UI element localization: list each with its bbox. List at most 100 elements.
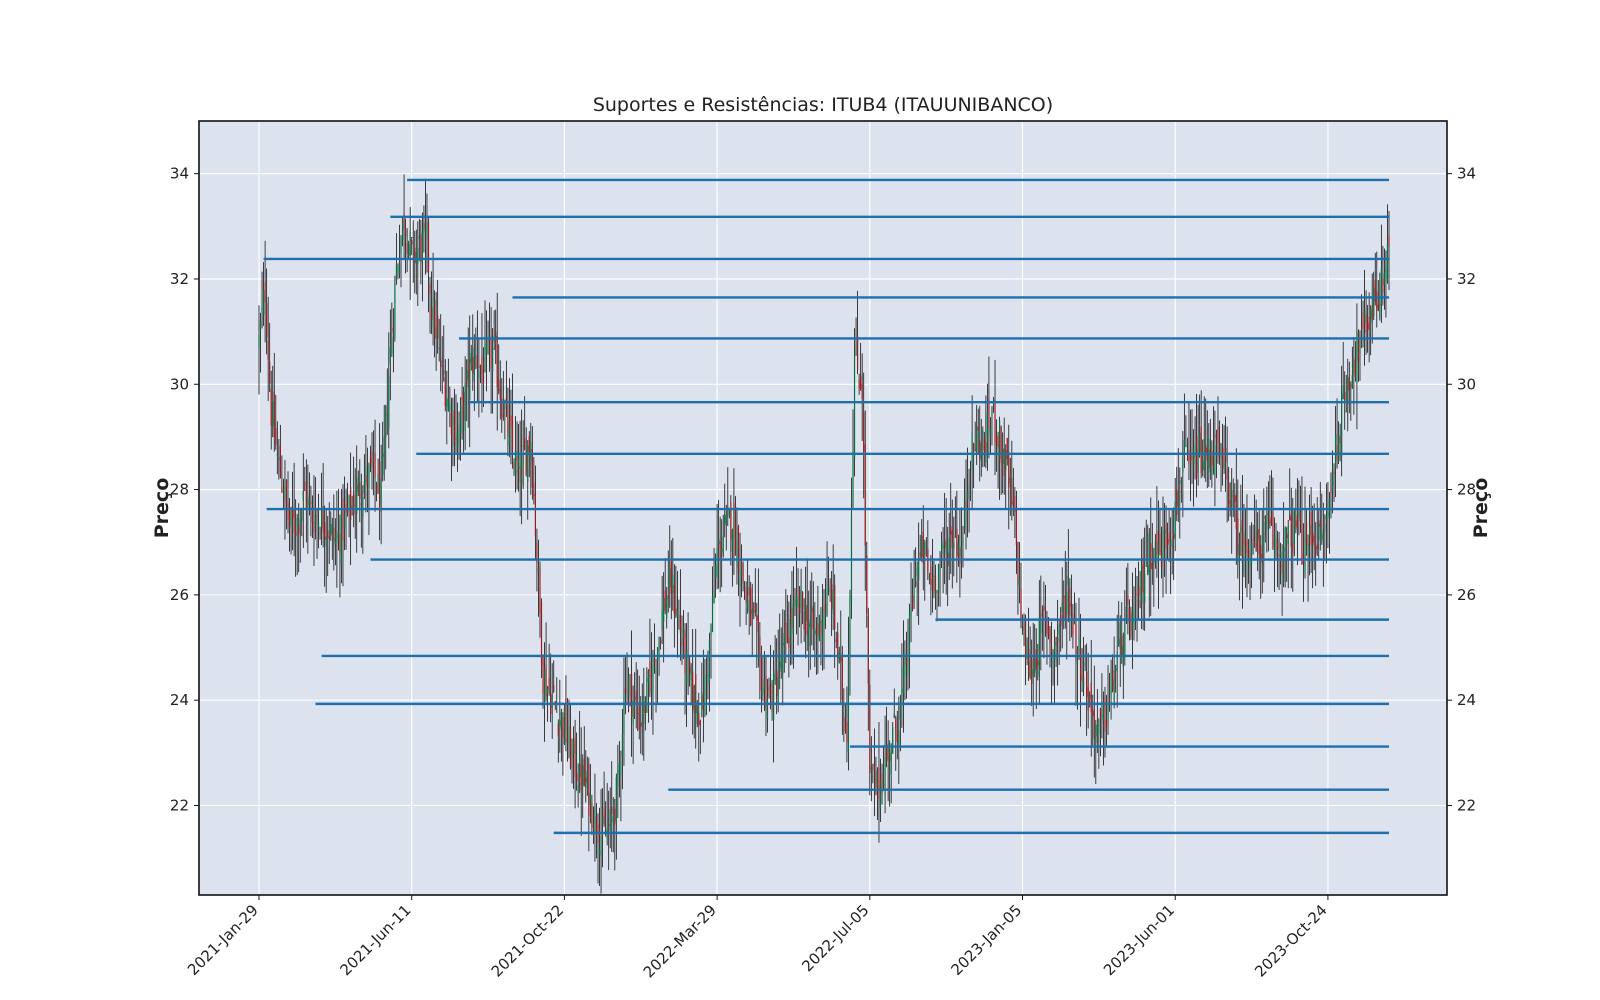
candle-body	[605, 830, 607, 833]
candle-body	[1110, 670, 1112, 696]
y-tick-label-right: 24	[1457, 691, 1476, 709]
candle-body	[692, 671, 694, 710]
candle-body	[829, 590, 831, 592]
candle-body	[745, 590, 747, 603]
candle-body	[461, 397, 463, 400]
candle-body	[1043, 607, 1045, 612]
candle-body	[475, 348, 477, 350]
candle-body	[966, 491, 969, 499]
candle-body	[417, 247, 419, 265]
candle-body	[353, 494, 355, 515]
candle-body	[893, 713, 895, 719]
candle-body	[1165, 523, 1167, 549]
candle-body	[1258, 528, 1260, 555]
candle-body	[1012, 501, 1014, 506]
candle-body	[1202, 460, 1204, 471]
candle-body	[1376, 291, 1378, 311]
candle-body	[921, 536, 923, 557]
candle-body	[727, 506, 729, 508]
candle-body	[1174, 501, 1176, 540]
candle-body	[991, 407, 993, 416]
candle-body	[498, 379, 500, 392]
candle-body	[1299, 510, 1302, 522]
candle-body	[566, 738, 569, 743]
candle-body	[1009, 477, 1011, 484]
candle-body	[1341, 393, 1343, 457]
candle-body	[1319, 520, 1321, 527]
candle-body	[1113, 679, 1115, 703]
candle-body	[702, 694, 704, 710]
candle-body	[1363, 310, 1366, 323]
candle-body	[321, 506, 323, 529]
candle-body	[612, 815, 614, 823]
candle-body	[922, 531, 924, 564]
candle-body	[728, 509, 730, 516]
candle-body	[844, 716, 846, 732]
candle-body	[346, 509, 349, 513]
candle-body	[504, 404, 506, 409]
candle-body	[1072, 614, 1074, 635]
candle-body	[985, 442, 987, 456]
candle-body	[1148, 533, 1150, 576]
candle-body	[296, 517, 298, 531]
candle-body	[797, 598, 799, 607]
candle-body	[1144, 573, 1146, 603]
candle-body	[310, 500, 312, 504]
candle-body	[1313, 535, 1315, 546]
candle-body	[418, 236, 420, 239]
candle-body	[753, 611, 755, 613]
candle-body	[574, 737, 576, 778]
candle-body	[722, 536, 724, 557]
candle-body	[331, 523, 333, 537]
candle-body	[930, 566, 932, 585]
candle-body	[365, 465, 367, 483]
candle-body	[1351, 374, 1353, 389]
candle-body	[1344, 392, 1346, 401]
candle-body	[472, 356, 474, 374]
candle-body	[305, 490, 307, 510]
candle-body	[1064, 595, 1066, 619]
candle-body	[576, 773, 578, 782]
candle-body	[1057, 637, 1059, 642]
candle-body	[849, 595, 851, 655]
candle-body	[1310, 512, 1312, 546]
candle-body	[553, 684, 555, 692]
candle-body	[1321, 530, 1323, 539]
candle-body	[409, 231, 411, 256]
candle-body	[527, 445, 529, 482]
candle-body	[342, 498, 344, 541]
candle-body	[557, 723, 559, 736]
candle-body	[528, 436, 530, 453]
candle-body	[499, 389, 501, 400]
candle-body	[1316, 544, 1318, 549]
candle-body	[369, 456, 372, 463]
candle-body	[1238, 543, 1240, 564]
candle-body	[1249, 557, 1251, 568]
candle-body	[870, 767, 872, 770]
candle-body	[357, 477, 359, 493]
candle-body	[1209, 449, 1211, 468]
candle-body	[832, 589, 834, 614]
candle-body	[718, 538, 720, 544]
candle-body	[626, 682, 628, 684]
candle-body	[1205, 444, 1207, 456]
candle-body	[661, 610, 663, 631]
candle-body	[1101, 715, 1103, 718]
candle-body	[543, 669, 546, 705]
candle-body	[1370, 309, 1372, 324]
candle-body	[368, 464, 370, 489]
candle-body	[757, 614, 759, 633]
candle-body	[467, 359, 469, 388]
candle-body	[863, 411, 865, 452]
candle-body	[1232, 495, 1234, 497]
candle-body	[1041, 612, 1043, 617]
candle-body	[530, 441, 532, 461]
candle-body	[623, 691, 625, 735]
candle-body	[669, 567, 671, 588]
candle-body	[311, 507, 314, 523]
candle-body	[533, 482, 535, 497]
candle-body	[531, 449, 533, 488]
candle-body	[348, 495, 350, 507]
candle-body	[1046, 616, 1048, 634]
candle-body	[291, 510, 294, 518]
